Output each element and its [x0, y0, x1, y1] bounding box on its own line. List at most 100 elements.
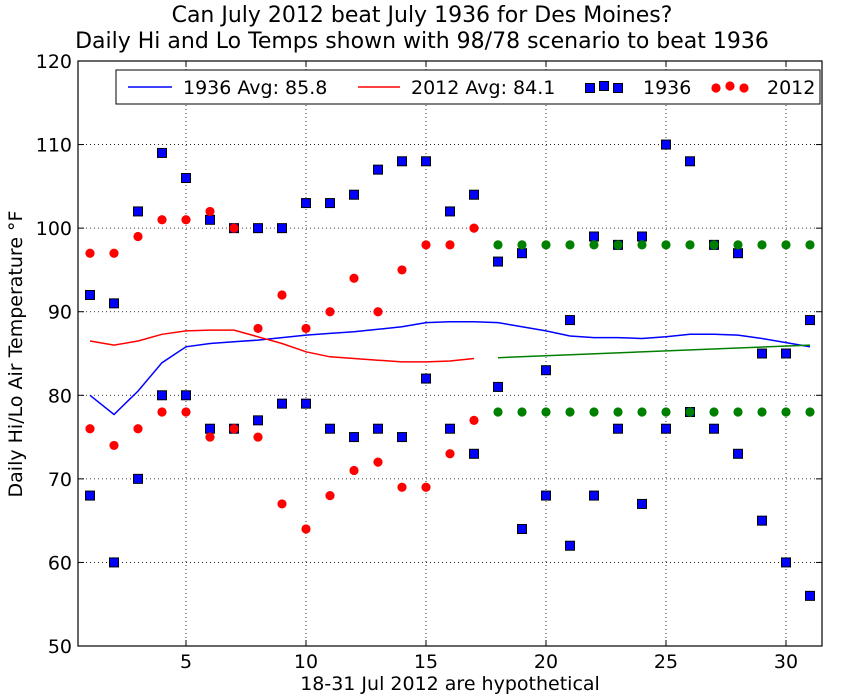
marker-1936-high — [397, 156, 407, 167]
marker--008000-high — [805, 240, 815, 250]
marker--008000-low — [589, 407, 599, 417]
marker-1936-low — [205, 423, 215, 434]
marker--008000-high — [781, 240, 791, 250]
marker-2012-low — [85, 424, 95, 434]
marker-2012-low — [397, 482, 407, 492]
legend-label-1936-avg: 1936 Avg: 85.8 — [183, 77, 327, 99]
marker-1936-high — [157, 147, 167, 158]
marker-1936-high — [733, 248, 743, 259]
marker--008000-low — [733, 407, 743, 417]
marker-1936-low — [565, 540, 575, 551]
marker-2012-low — [373, 457, 383, 467]
marker-2012-low — [229, 424, 239, 434]
marker-2012-low — [445, 449, 455, 459]
marker-1936-high — [133, 206, 143, 217]
marker--008000-low — [541, 407, 551, 417]
marker-2012-low — [109, 440, 119, 451]
marker-1936-high — [589, 231, 599, 242]
marker--008000-high — [637, 240, 647, 250]
marker-2012-low — [181, 407, 191, 417]
marker-1936-low — [757, 515, 767, 526]
x-tick-label: 25 — [654, 651, 678, 673]
marker-1936-low — [661, 423, 671, 434]
chart-title: Can July 2012 beat July 1936 for Des Moi… — [171, 3, 673, 28]
marker--008000-high — [685, 240, 695, 250]
marker-2012-high — [325, 307, 335, 317]
marker--008000-high — [517, 240, 527, 250]
marker-1936-high — [637, 231, 647, 242]
y-tick-label: 50 — [48, 636, 72, 658]
marker--008000-high — [757, 240, 767, 250]
marker-1936-high — [805, 315, 815, 326]
marker-1936-high — [109, 298, 119, 309]
marker--008000-low — [757, 407, 767, 417]
marker-1936-high — [565, 315, 575, 326]
legend-marker-1936 — [613, 83, 623, 93]
y-axis-label: Daily Hi/Lo Air Temperature °F — [5, 210, 27, 498]
legend-label-1936: 1936 — [643, 77, 691, 99]
marker--008000-high — [565, 240, 575, 250]
x-tick-label: 20 — [534, 651, 558, 673]
marker-1936-low — [373, 423, 383, 434]
marker-2012-high — [253, 323, 263, 334]
marker-1936-low — [805, 590, 815, 601]
marker-2012-high — [85, 248, 95, 258]
line-series--008000 — [497, 344, 811, 359]
marker-2012-low — [421, 482, 431, 492]
marker-1936-high — [493, 256, 503, 267]
legend-marker-1936 — [585, 83, 595, 93]
marker-1936-high — [541, 365, 551, 376]
x-tick-label: 30 — [774, 651, 798, 673]
marker-2012-high — [109, 248, 119, 258]
axis-ticks: 50 60 70 80 90 100 110 120 5 10 15 20 25 30 — [36, 51, 822, 673]
marker--008000-low — [637, 407, 647, 417]
legend-marker-1936 — [599, 81, 609, 91]
x-tick-label: 5 — [180, 651, 192, 673]
marker-1936-low — [517, 524, 527, 534]
marker-2012-high — [181, 215, 191, 225]
marker-1936-low — [637, 498, 647, 509]
line-series-1936-avg-85-8 — [89, 320, 811, 416]
marker-2012-low — [349, 465, 359, 476]
marker--008000-low — [565, 407, 575, 417]
marker-2012-low — [301, 524, 311, 534]
marker-2012-high — [133, 231, 143, 242]
marker--008000-high — [613, 240, 623, 250]
marker--008000-high — [541, 240, 551, 250]
marker-1936-low — [301, 398, 311, 409]
marker--008000-high — [589, 240, 599, 250]
marker--008000-low — [685, 407, 695, 417]
legend-box — [115, 69, 821, 105]
marker-1936-high — [349, 189, 359, 200]
y-tick-label: 90 — [48, 302, 72, 324]
marker-2012-low — [277, 499, 287, 509]
marker-2012-high — [421, 240, 431, 250]
marker-2012-low — [469, 415, 479, 425]
marker-1936-low — [85, 490, 95, 501]
marker-1936-high — [325, 198, 335, 209]
marker-1936-low — [157, 390, 167, 401]
plot-frame — [77, 60, 823, 647]
marker-1936-low — [397, 432, 407, 443]
marker-1936-high — [757, 348, 767, 359]
marker-2012-high — [205, 206, 215, 217]
marker-1936-low — [445, 423, 455, 434]
marker-1936-high — [781, 348, 791, 359]
marker-2012-high — [157, 215, 167, 225]
marker-1936-low — [589, 490, 599, 501]
marker-2012-low — [133, 424, 143, 434]
marker-1936-low — [277, 398, 287, 409]
data-markers — [85, 139, 815, 601]
marker--008000-low — [517, 407, 527, 417]
marker-1936-high — [421, 156, 431, 167]
marker-1936-high — [661, 139, 671, 150]
marker-2012-low — [253, 432, 263, 442]
marker-1936-low — [541, 490, 551, 501]
legend-label-2012-avg: 2012 Avg: 84.1 — [411, 77, 555, 99]
marker-1936-high — [277, 223, 287, 234]
marker-2012-high — [301, 323, 311, 334]
marker-1936-low — [469, 448, 479, 459]
marker--008000-low — [613, 407, 623, 417]
marker-2012-high — [469, 223, 479, 233]
